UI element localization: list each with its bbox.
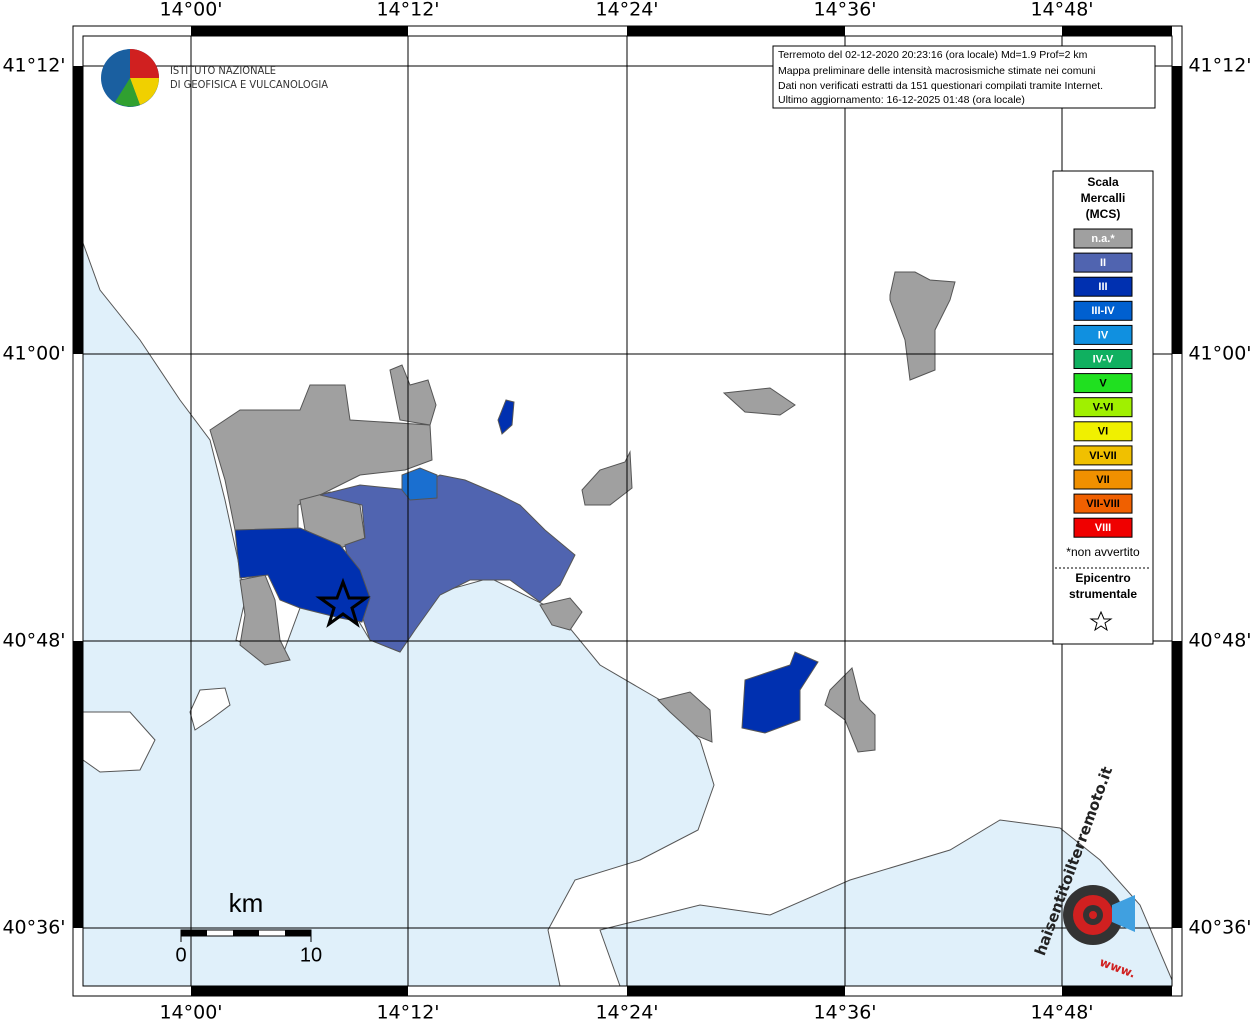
info-line: Dati non verificati estratti da 151 ques… — [778, 80, 1103, 92]
lon-label: 14°48' — [1030, 1002, 1093, 1024]
legend-swatch — [1073, 324, 1133, 345]
scale-bar: km 0 10 — [175, 888, 322, 966]
logo-text: DI GEOFISICA E VULCANOLOGIA — [170, 78, 328, 91]
legend-swatch — [1073, 493, 1133, 514]
legend-swatch — [1073, 228, 1133, 249]
scale-label: 0 — [175, 944, 186, 966]
legend-swatch — [1073, 445, 1133, 466]
lon-label: 14°24' — [595, 1002, 658, 1024]
legend-epicenter: Epicentro — [1075, 571, 1130, 585]
legend-note: *non avvertito — [1066, 545, 1140, 559]
legend-epicenter: strumentale — [1069, 587, 1137, 601]
info-line: Terremoto del 02-12-2020 20:23:16 (ora l… — [778, 49, 1088, 61]
legend-swatch — [1073, 300, 1133, 321]
legend-swatch — [1073, 421, 1133, 442]
legend-swatch — [1073, 276, 1133, 297]
legend-title: (MCS) — [1086, 207, 1121, 221]
legend-title: Scala — [1087, 175, 1119, 189]
lon-label: 14°36' — [813, 1002, 876, 1024]
lat-label: 41°00' — [1188, 343, 1251, 365]
legend: Scala Mercalli (MCS) *non avvertito Epic… — [1052, 170, 1154, 645]
lat-label: 41°00' — [2, 343, 65, 365]
lon-label: 14°48' — [1030, 0, 1093, 21]
lat-label: 40°48' — [2, 630, 65, 652]
legend-label: IV — [1098, 329, 1109, 341]
legend-label: III — [1098, 281, 1107, 293]
legend-label: II — [1100, 257, 1106, 269]
legend-label: VII — [1096, 474, 1109, 486]
ingv-logo: ISTITUTO NAZIONALE DI GEOFISICA E VULCAN… — [101, 49, 328, 107]
lat-label: 41°12' — [1188, 55, 1251, 77]
lat-label: 40°36' — [1188, 917, 1251, 939]
legend-label: VI — [1098, 426, 1108, 438]
lon-label: 14°12' — [376, 0, 439, 21]
logo-text: ISTITUTO NAZIONALE — [170, 64, 276, 77]
legend-swatch — [1073, 397, 1133, 418]
legend-swatch — [1073, 373, 1133, 394]
frame — [72, 25, 1183, 997]
scale-label: 10 — [300, 944, 322, 966]
legend-label: VI-VII — [1089, 450, 1117, 462]
legend-label: n.a.* — [1091, 233, 1115, 245]
lat-label: 41°12' — [2, 55, 65, 77]
info-box: Terremoto del 02-12-2020 20:23:16 (ora l… — [772, 45, 1156, 109]
legend-swatch — [1073, 517, 1133, 538]
island — [189, 687, 231, 731]
lon-label: 14°00' — [159, 1002, 222, 1024]
legend-label: IV-V — [1093, 353, 1114, 365]
legend-title: Mercalli — [1081, 191, 1126, 205]
lon-label: 14°24' — [595, 0, 658, 21]
info-line: Ultimo aggiornamento: 16-12-2025 01:48 (… — [778, 94, 1025, 106]
legend-label: III-IV — [1091, 305, 1115, 317]
legend-label: V — [1099, 378, 1107, 390]
lat-label: 40°36' — [2, 917, 65, 939]
legend-swatch — [1073, 252, 1133, 273]
lon-label: 14°36' — [813, 0, 876, 21]
legend-label: VIII — [1095, 522, 1112, 534]
epicenter-star — [315, 577, 371, 628]
legend-swatch — [1073, 469, 1133, 490]
info-line: Mappa preliminare delle intensità macros… — [778, 65, 1095, 77]
legend-label: VII-VIII — [1086, 498, 1120, 510]
scale-unit: km — [229, 888, 264, 918]
legend-label: V-VI — [1093, 402, 1114, 414]
lat-label: 40°48' — [1188, 630, 1251, 652]
legend-swatch — [1073, 349, 1133, 369]
lon-label: 14°12' — [376, 1002, 439, 1024]
lon-label: 14°00' — [159, 0, 222, 21]
